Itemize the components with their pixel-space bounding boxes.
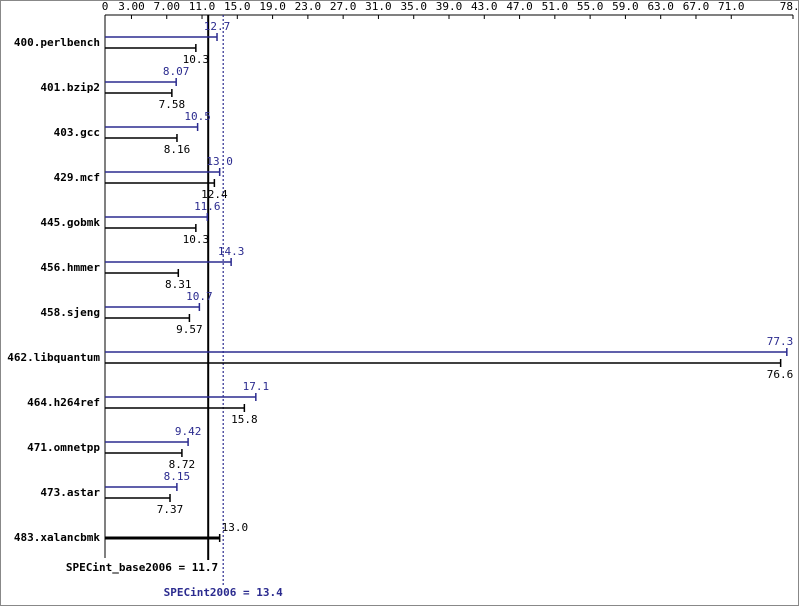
- category-label: 483.xalancbmk: [14, 531, 100, 544]
- value-label: 7.37: [157, 503, 184, 516]
- x-tick-label: 15.0: [224, 0, 251, 13]
- category-label: 464.h264ref: [27, 396, 100, 409]
- value-label: 13.0: [206, 155, 233, 168]
- x-tick-label: 59.0: [612, 0, 639, 13]
- reference-label: SPECint2006 = 13.4: [164, 586, 284, 599]
- value-label: 14.3: [218, 245, 245, 258]
- value-label: 10.7: [186, 290, 213, 303]
- category-label: 403.gcc: [54, 126, 100, 139]
- value-label: 7.58: [159, 98, 186, 111]
- x-tick-label: 0: [102, 0, 109, 13]
- category-label: 456.hmmer: [40, 261, 100, 274]
- x-tick-label: 78.0: [780, 0, 799, 13]
- category-label: 400.perlbench: [14, 36, 100, 49]
- value-label: 10.3: [183, 233, 210, 246]
- value-label: 13.0: [222, 521, 249, 534]
- x-tick-label: 43.0: [471, 0, 498, 13]
- category-label: 462.libquantum: [7, 351, 100, 364]
- x-tick-label: 7.00: [153, 0, 180, 13]
- value-label: 8.16: [164, 143, 191, 156]
- x-tick-label: 39.0: [436, 0, 463, 13]
- category-label: 458.sjeng: [40, 306, 100, 319]
- x-tick-label: 19.0: [259, 0, 286, 13]
- x-tick-label: 71.0: [718, 0, 745, 13]
- value-label: 9.57: [176, 323, 203, 336]
- x-tick-label: 23.0: [295, 0, 322, 13]
- x-tick-label: 11.0: [189, 0, 216, 13]
- value-label: 17.1: [243, 380, 270, 393]
- value-label: 11.6: [194, 200, 221, 213]
- value-label: 77.3: [767, 335, 794, 348]
- x-tick-label: 31.0: [365, 0, 392, 13]
- value-label: 15.8: [231, 413, 258, 426]
- x-tick-label: 51.0: [542, 0, 569, 13]
- value-label: 12.7: [204, 20, 231, 33]
- x-tick-label: 67.0: [683, 0, 710, 13]
- value-label: 10.3: [183, 53, 210, 66]
- value-label: 12.4: [201, 188, 228, 201]
- x-tick-label: 55.0: [577, 0, 604, 13]
- x-tick-label: 27.0: [330, 0, 357, 13]
- x-tick-label: 3.00: [118, 0, 145, 13]
- category-label: 445.gobmk: [40, 216, 100, 229]
- x-tick-label: 63.0: [647, 0, 674, 13]
- value-label: 8.15: [164, 470, 191, 483]
- value-label: 9.42: [175, 425, 202, 438]
- value-label: 8.31: [165, 278, 192, 291]
- category-label: 471.omnetpp: [27, 441, 100, 454]
- reference-label: SPECint_base2006 = 11.7: [66, 561, 218, 574]
- category-label: 401.bzip2: [40, 81, 100, 94]
- value-label: 76.6: [767, 368, 794, 381]
- value-label: 10.5: [184, 110, 211, 123]
- x-tick-label: 47.0: [506, 0, 533, 13]
- category-label: 473.astar: [40, 486, 100, 499]
- value-label: 8.07: [163, 65, 190, 78]
- x-tick-label: 35.0: [400, 0, 427, 13]
- value-label: 8.72: [169, 458, 196, 471]
- category-label: 429.mcf: [54, 171, 100, 184]
